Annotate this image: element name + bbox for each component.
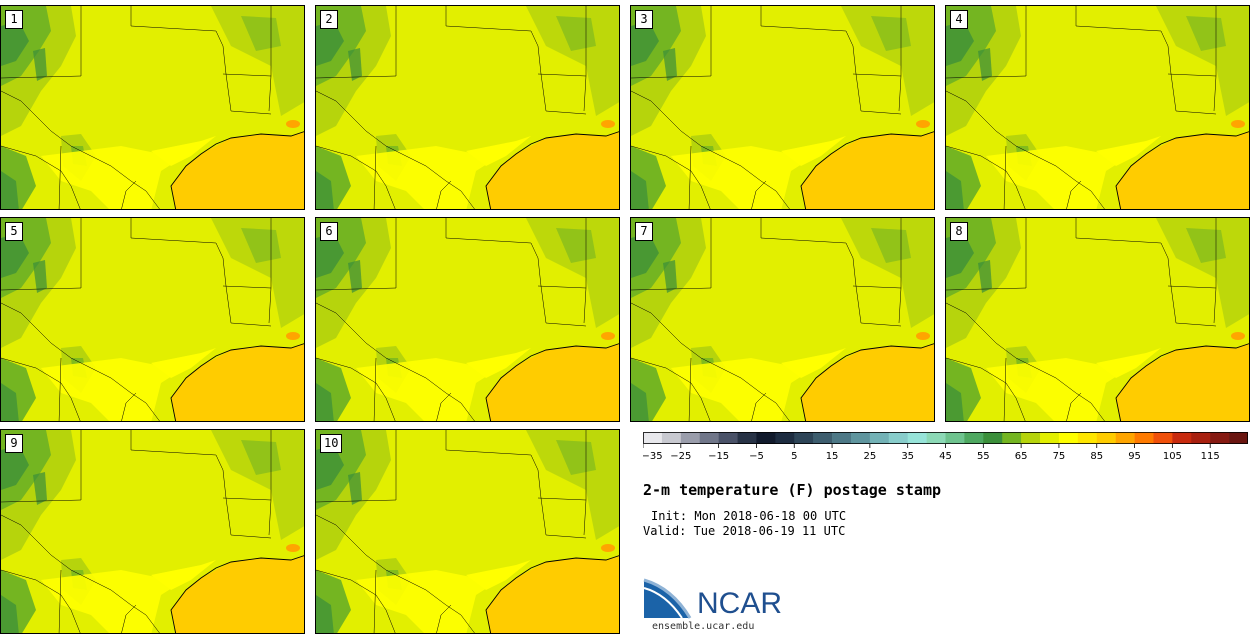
colorbar-tick-label: −15 <box>708 451 729 462</box>
member-number-label: 10 <box>320 434 343 453</box>
member-number-label: 7 <box>635 222 653 241</box>
colorbar-swatch <box>1229 432 1248 444</box>
colorbar-swatch <box>945 432 965 444</box>
colorbar-tick-label: −5 <box>749 451 764 462</box>
colorbar-tick-label: 5 <box>791 451 797 462</box>
colorbar-swatch <box>775 432 795 444</box>
colorbar-swatch <box>737 432 757 444</box>
colorbar-swatch <box>1058 432 1079 444</box>
member-number-label: 6 <box>320 222 338 241</box>
colorbar-swatch <box>1191 432 1211 444</box>
colorbar-swatch <box>718 432 738 444</box>
colorbar-swatch <box>850 432 871 444</box>
init-time: Init: Mon 2018-06-18 00 UTC <box>651 509 847 523</box>
member-number-label: 5 <box>5 222 23 241</box>
colorbar-swatch <box>661 432 682 444</box>
member-map-3: 3 <box>630 5 935 210</box>
colorbar-tick-label: 25 <box>864 451 877 462</box>
colorbar-swatch <box>1172 432 1192 444</box>
colorbar-tick-label: 15 <box>826 451 839 462</box>
colorbar-swatch <box>1077 432 1098 444</box>
chart-title: 2-m temperature (F) postage stamp <box>643 481 942 499</box>
member-map-1: 1 <box>0 5 305 210</box>
member-number-label: 4 <box>950 10 968 29</box>
colorbar-swatch <box>869 432 890 444</box>
colorbar-swatch <box>699 432 719 444</box>
colorbar-swatch <box>1210 432 1230 444</box>
colorbar-swatch <box>680 432 701 444</box>
member-number-label: 2 <box>320 10 338 29</box>
member-map-6: 6 <box>315 217 620 422</box>
colorbar-tick-label: 55 <box>977 451 990 462</box>
colorbar-swatch <box>832 432 852 444</box>
colorbar-swatch <box>1096 432 1116 444</box>
member-map-9: 9 <box>0 429 305 634</box>
member-number-label: 8 <box>950 222 968 241</box>
colorbar-swatch <box>964 432 984 444</box>
member-number-label: 9 <box>5 434 23 453</box>
colorbar-tick-label: 115 <box>1201 451 1220 462</box>
colorbar-swatch <box>907 432 927 444</box>
ncar-logo-text: NCAR <box>697 587 783 620</box>
colorbar-swatch <box>983 432 1003 444</box>
colorbar-frame <box>643 432 1248 444</box>
member-map-8: 8 <box>945 217 1250 422</box>
colorbar-swatch <box>888 432 908 444</box>
colorbar-tick-label: −25 <box>670 451 691 462</box>
colorbar-swatch <box>1040 432 1060 444</box>
colorbar-swatch <box>1002 432 1022 444</box>
member-map-10: 10 <box>315 429 620 634</box>
colorbar-tick-label: 65 <box>1015 451 1028 462</box>
colorbar-swatch <box>813 432 833 444</box>
colorbar-swatch <box>1021 432 1041 444</box>
colorbar-tick-label: 95 <box>1128 451 1141 462</box>
colorbar-tick-label: 45 <box>939 451 952 462</box>
colorbar-swatch <box>1153 432 1173 444</box>
colorbar-tick-label: 85 <box>1090 451 1103 462</box>
temperature-colorbar: −35 −25 −15 −5 5 15 25 35 45 55 65 75 85 95 105 115 <box>643 432 1248 462</box>
colorbar-tick-label: 75 <box>1053 451 1066 462</box>
colorbar-swatch <box>756 432 776 444</box>
member-map-7: 7 <box>630 217 935 422</box>
colorbar-tick-label: −35 <box>643 451 663 462</box>
member-map-5: 5 <box>0 217 305 422</box>
member-map-4: 4 <box>945 5 1250 210</box>
valid-time: Valid: Tue 2018-06-19 11 UTC <box>643 524 846 538</box>
colorbar-swatch <box>1115 432 1135 444</box>
member-number-label: 1 <box>5 10 23 29</box>
member-map-2: 2 <box>315 5 620 210</box>
ensemble-url[interactable]: ensemble.ucar.edu <box>652 621 755 632</box>
colorbar-swatch <box>643 432 663 444</box>
colorbar-tick-label: 35 <box>901 451 914 462</box>
ncar-logo-icon <box>643 578 692 619</box>
colorbar-tick-label: 105 <box>1163 451 1182 462</box>
colorbar-swatch <box>926 432 946 444</box>
member-number-label: 3 <box>635 10 653 29</box>
colorbar-swatch <box>1134 432 1154 444</box>
colorbar-swatch <box>794 432 814 444</box>
